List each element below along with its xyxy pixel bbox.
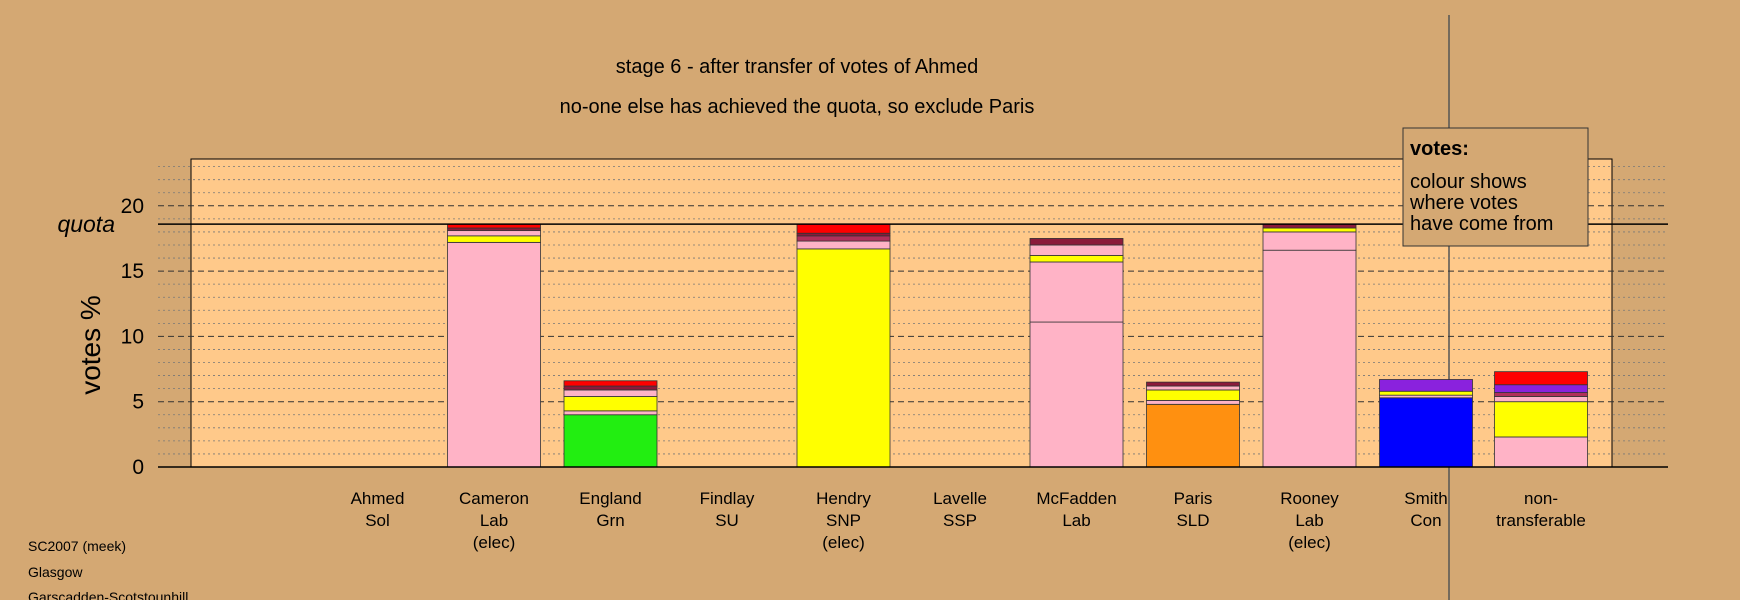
bar-segment bbox=[1379, 379, 1473, 392]
bar-segment bbox=[1494, 371, 1588, 386]
y-tick-label: 15 bbox=[121, 260, 144, 283]
bar-segment bbox=[1146, 389, 1240, 401]
bar-segment bbox=[563, 380, 658, 387]
y-axis-label: votes % bbox=[75, 295, 106, 395]
bar-segment bbox=[1029, 321, 1124, 468]
bar-segment bbox=[563, 389, 658, 397]
category-label: Cameron bbox=[459, 489, 529, 508]
chart-subtitle: no-one else has achieved the quota, so e… bbox=[560, 96, 1035, 118]
category-labels: Ahmed Sol Cameron Lab (elec) England Grn Findla… bbox=[351, 489, 1586, 552]
bar-segment bbox=[1146, 385, 1240, 391]
bar-segment bbox=[447, 235, 541, 243]
category-label: (elec) bbox=[1288, 533, 1331, 552]
category-label: Lavelle bbox=[933, 489, 987, 508]
bar-segment bbox=[1494, 401, 1588, 438]
bar-segment bbox=[563, 414, 658, 468]
category-label: Hendry bbox=[816, 489, 871, 508]
legend: votes: colour shows where votes have com… bbox=[1402, 127, 1589, 247]
bar-segment bbox=[1262, 249, 1357, 468]
bar-segment bbox=[1262, 227, 1357, 233]
bar-stack bbox=[1262, 223, 1357, 468]
legend-line: where votes bbox=[1409, 192, 1518, 214]
bar-segment bbox=[447, 230, 541, 237]
category-label: McFadden bbox=[1036, 489, 1116, 508]
category-label: (elec) bbox=[473, 533, 516, 552]
bar-segment bbox=[1146, 403, 1240, 468]
bar-stack bbox=[563, 380, 658, 468]
bar-segment bbox=[796, 248, 891, 468]
bar-segment bbox=[1494, 436, 1588, 468]
category-label: Paris bbox=[1174, 489, 1213, 508]
bar-segment bbox=[796, 223, 891, 234]
category-label: Grn bbox=[596, 511, 624, 530]
category-label: non- bbox=[1524, 489, 1558, 508]
bar-segment bbox=[1494, 396, 1588, 403]
bar-segment bbox=[447, 241, 541, 468]
category-label: (elec) bbox=[822, 533, 865, 552]
bar-segment bbox=[1262, 231, 1357, 251]
bar-segment bbox=[1029, 238, 1124, 246]
bar-segment bbox=[1029, 261, 1124, 323]
bar-segment bbox=[1379, 390, 1473, 396]
legend-title: votes: bbox=[1410, 138, 1469, 160]
gridlines bbox=[158, 166, 1668, 455]
legend-box bbox=[1402, 127, 1589, 247]
category-label: Lab bbox=[1062, 511, 1090, 530]
category-label: Rooney bbox=[1280, 489, 1339, 508]
bar-stack bbox=[796, 223, 891, 468]
chart-title: stage 6 - after transfer of votes of Ahm… bbox=[616, 56, 978, 78]
quota-label: quota bbox=[57, 211, 115, 237]
legend-line: have come from bbox=[1410, 213, 1553, 235]
category-label: Smith bbox=[1404, 489, 1447, 508]
footer-line: SC2007 (meek) bbox=[28, 538, 126, 554]
category-label: SSP bbox=[943, 511, 977, 530]
bar-segment bbox=[563, 396, 658, 412]
category-label: transferable bbox=[1496, 511, 1586, 530]
category-label: Findlay bbox=[700, 489, 755, 508]
bar-segment bbox=[796, 240, 891, 250]
category-label: Con bbox=[1410, 511, 1441, 530]
bars bbox=[447, 223, 1588, 468]
legend-line: colour shows bbox=[1410, 171, 1527, 193]
category-label: England bbox=[579, 489, 641, 508]
bar-segment bbox=[1146, 381, 1240, 387]
bar-segment bbox=[1379, 397, 1473, 468]
bar-segment bbox=[563, 385, 658, 391]
category-label: Ahmed bbox=[351, 489, 405, 508]
bar-segment bbox=[796, 235, 891, 242]
bar-stack bbox=[1146, 381, 1240, 468]
plot-area bbox=[190, 158, 1613, 468]
bar-segment bbox=[1029, 244, 1124, 256]
footer: SC2007 (meek) Glasgow Garscadden-Scotsto… bbox=[28, 538, 188, 600]
category-label: Sol bbox=[365, 511, 390, 530]
bar-segment bbox=[1494, 392, 1588, 397]
bar-stack bbox=[1494, 371, 1588, 468]
bar-stack bbox=[1379, 379, 1473, 468]
bar-stack bbox=[1029, 238, 1124, 468]
y-tick-label: 20 bbox=[121, 195, 144, 218]
category-label: SLD bbox=[1176, 511, 1209, 530]
bar-segment bbox=[1146, 399, 1240, 405]
footer-line: Garscadden-Scotstounhill bbox=[28, 589, 188, 600]
bar-segment bbox=[1029, 255, 1124, 263]
category-label: Lab bbox=[1295, 511, 1323, 530]
category-label: SU bbox=[715, 511, 739, 530]
y-tick-label: 10 bbox=[121, 325, 144, 348]
y-tick-label: 5 bbox=[132, 391, 144, 414]
category-label: Lab bbox=[480, 511, 508, 530]
bar-segment bbox=[1494, 384, 1588, 393]
y-tick-label: 0 bbox=[132, 456, 144, 479]
bar-stack bbox=[447, 223, 541, 468]
footer-line: Glasgow bbox=[28, 564, 83, 580]
category-label: SNP bbox=[826, 511, 861, 530]
bar-segment bbox=[563, 410, 658, 416]
